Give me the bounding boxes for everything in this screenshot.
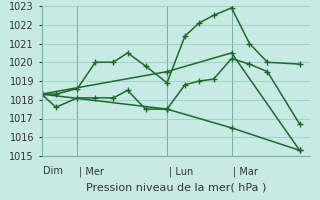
- Text: Dim: Dim: [44, 166, 63, 176]
- Text: | Mer: | Mer: [79, 166, 104, 177]
- Text: | Lun: | Lun: [169, 166, 193, 177]
- Text: Pression niveau de la mer( hPa ): Pression niveau de la mer( hPa ): [86, 183, 266, 193]
- Text: | Mar: | Mar: [233, 166, 258, 177]
